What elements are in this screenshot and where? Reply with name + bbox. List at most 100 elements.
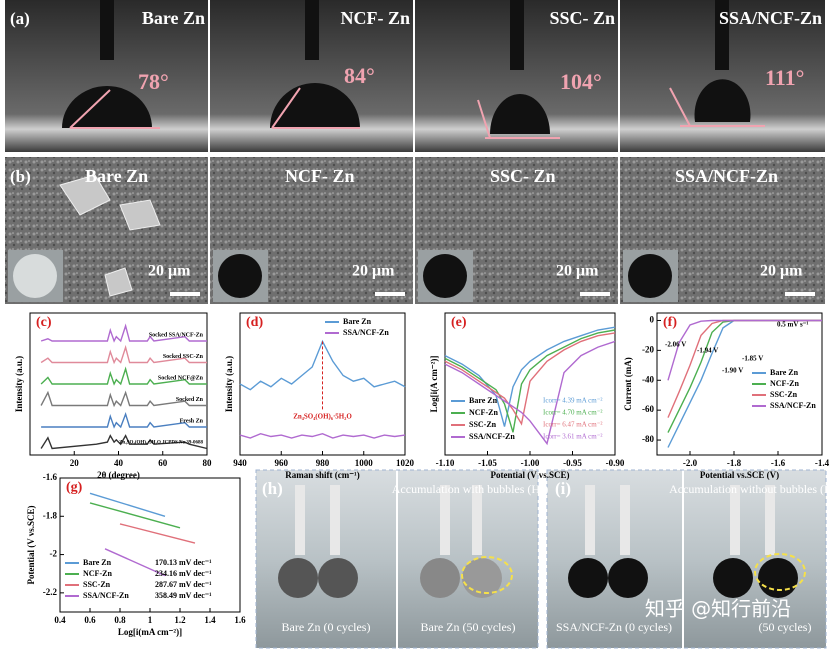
slope-label: 287.67 mV dec⁻¹: [155, 580, 212, 589]
legend-label: SSC-Zn: [469, 420, 497, 429]
y-tick-label: -2: [50, 549, 58, 559]
x-tick-label: 1000: [355, 458, 374, 468]
annotation: -2.06 V: [665, 341, 686, 349]
photo-note: Accumulation with bubbles (H₂): [392, 482, 549, 496]
data-line: [89, 492, 166, 517]
x-tick-label: 20: [70, 458, 80, 468]
y-tick-label: 0: [650, 315, 655, 325]
x-tick-label: -1.05: [478, 458, 497, 468]
x-tick-label: 0.4: [54, 615, 66, 625]
y-axis-label: Potential (V vs.SCE): [26, 505, 36, 584]
photo-title: Bare Zn: [85, 166, 148, 186]
photo-title: SSC- Zn: [490, 166, 556, 186]
data-line: [444, 332, 616, 426]
data-line: [40, 366, 207, 386]
icorr-label: Icorr= 6.47 mA cm⁻²: [543, 421, 603, 429]
legend-label: Bare Zn: [343, 317, 372, 326]
contact-angle: 84°: [344, 63, 375, 88]
photo-title: Bare Zn: [142, 8, 205, 28]
y-axis-label: Intensity (a.u.): [14, 356, 24, 412]
photo-title: NCF- Zn: [285, 166, 355, 186]
series-label: Zn₄SO₄(OH)₆·5H₂O JCPDS No.39-0688: [119, 441, 203, 446]
x-tick-label: 60: [158, 458, 168, 468]
icorr-label: Icorr= 4.70 mA cm⁻²: [543, 409, 603, 417]
legend-label: SSC-Zn: [83, 580, 111, 589]
x-tick-label: 1: [148, 615, 153, 625]
legend-label: Bare Zn: [83, 558, 112, 567]
row-hi: (h) (i) Accumulation with bubbles (H₂) A…: [255, 469, 830, 649]
legend-label: SSA/NCF-Zn: [770, 401, 816, 410]
x-tick-label: -1.00: [521, 458, 540, 468]
y-tick-label: -1.6: [43, 472, 58, 482]
y-tick-label: -40: [642, 374, 654, 384]
y-axis-label: Current (mA): [623, 357, 633, 411]
annotation: -1.94 V: [697, 347, 718, 355]
y-axis-label: Intensity (a.u.): [224, 356, 234, 412]
legend-label: SSC-Zn: [770, 390, 798, 399]
watermark: 知乎 @知行前沿: [645, 597, 791, 621]
panel-label: (g): [66, 480, 83, 495]
photo-title: NCF- Zn: [340, 8, 410, 28]
legend-label: Bare Zn: [770, 368, 799, 377]
x-tick-label: 80: [203, 458, 213, 468]
y-axis-label: Log[i(A cm⁻²)]: [429, 356, 439, 413]
icorr-label: Icorr= 4.39 mA cm⁻²: [543, 397, 603, 405]
slope-label: 358.49 mV dec⁻¹: [155, 591, 212, 600]
y-tick-label: -2.2: [43, 587, 58, 597]
photo-caption: (50 cycles): [759, 620, 812, 634]
x-tick-label: -1.4: [815, 458, 830, 468]
x-tick-label: 1020: [396, 458, 415, 468]
photo-caption: SSA/NCF-Zn (0 cycles): [556, 620, 672, 634]
data-line: [40, 390, 207, 408]
series-label: Socked SSC-Zn: [163, 354, 204, 360]
x-axis-label: Potential (V vs.SCE): [490, 470, 569, 480]
y-tick-label: -20: [642, 344, 654, 354]
x-tick-label: 960: [275, 458, 289, 468]
panel-label: (h): [262, 479, 283, 498]
x-axis-label: Potential vs.SCE (V): [700, 470, 779, 480]
legend-label: SSA/NCF-Zn: [469, 432, 515, 441]
data-line: [444, 326, 616, 427]
x-tick-label: -2.0: [683, 458, 698, 468]
x-tick-label: 1.4: [204, 615, 216, 625]
contact-angle: 111°: [765, 65, 804, 90]
data-line: [119, 523, 196, 544]
series-label: Socked Zn: [176, 397, 204, 403]
x-tick-label: -0.95: [563, 458, 582, 468]
slope-label: 234.16 mV dec⁻¹: [155, 569, 212, 578]
x-tick-label: -0.90: [606, 458, 625, 468]
data-line: [667, 319, 822, 381]
series-label: Socked NCF@Zn: [158, 375, 204, 381]
slope-label: 170.13 mV dec⁻¹: [155, 558, 212, 567]
legend-label: NCF-Zn: [83, 569, 112, 578]
y-tick-label: -60: [642, 404, 654, 414]
legend-label: NCF-Zn: [770, 379, 799, 388]
scale-bar-label: 20 μm: [556, 263, 599, 280]
x-tick-label: 980: [316, 458, 330, 468]
x-tick-label: -1.8: [727, 458, 742, 468]
x-tick-label: 1.2: [174, 615, 186, 625]
charts: 20 40 60 80 2θ (degree) Intensity (a.u.) (c) Zn…: [14, 312, 830, 637]
data-line: [444, 340, 616, 446]
photo-note: Accumulation without bubbles (H₂): [669, 482, 830, 496]
annotation: -1.85 V: [742, 355, 763, 363]
x-tick-label: 940: [233, 458, 247, 468]
y-tick-label: -80: [642, 434, 654, 444]
row-a: (a) Bare Zn NCF- Zn SSC- Zn SSA/NCF-Zn 7…: [5, 0, 825, 152]
panel-label: (e): [451, 315, 467, 330]
scale-bar-label: 20 μm: [352, 263, 395, 280]
x-tick-label: 1.6: [234, 615, 246, 625]
data-line: [40, 434, 208, 450]
x-tick-label: -1.6: [771, 458, 786, 468]
x-axis-label: 2θ (degree): [97, 470, 140, 480]
scale-bar-label: 20 μm: [148, 263, 191, 280]
annotation: -1.90 V: [722, 367, 743, 375]
photo-title: SSC- Zn: [549, 8, 615, 28]
photo-title: SSA/NCF-Zn: [675, 166, 778, 186]
panel-label: (b): [10, 167, 31, 186]
annotation: Zn₄SO₄(OH)₆·5H₂O: [293, 413, 352, 421]
photo-caption: Bare Zn (0 cycles): [282, 620, 371, 634]
data-line: [239, 432, 406, 439]
data-line: [40, 344, 207, 365]
